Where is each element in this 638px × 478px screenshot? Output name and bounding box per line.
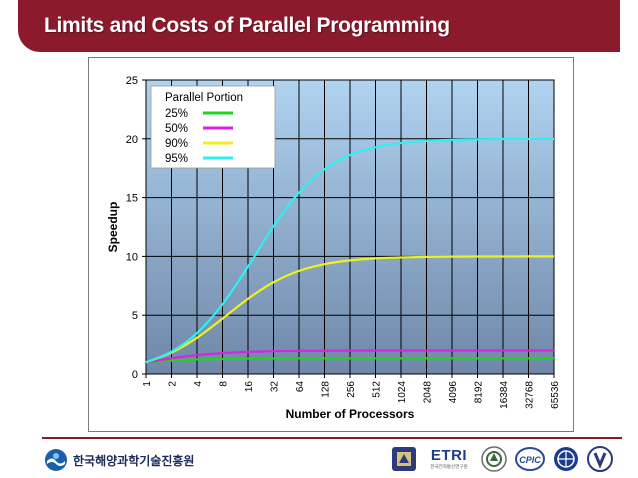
- series-line-90pct: [145, 255, 555, 364]
- legend-entry-label: 95%: [165, 153, 188, 165]
- x-tick-label: 2: [168, 381, 179, 387]
- slide-title: Limits and Costs of Parallel Programming: [44, 14, 450, 37]
- x-tick-label: 256: [346, 381, 357, 398]
- x-tick-label: 16: [244, 381, 255, 393]
- y-tick-label: 25: [126, 75, 138, 87]
- chart-frame: 0 5 10 15 20 25 1 2 4 8 16 32 64 128 256 512 1024 2048 409…: [88, 57, 574, 432]
- university-emblem-icon: [481, 446, 507, 472]
- footer-divider: [42, 437, 622, 439]
- etri-logo: ETRI 한국전자통신연구원: [424, 448, 474, 470]
- y-tick-label: 20: [126, 134, 138, 146]
- y-axis-label: Speedup: [106, 202, 120, 253]
- x-tick-label: 512: [372, 381, 383, 398]
- university-seal-icon: [392, 447, 416, 471]
- y-tick-label: 5: [132, 310, 138, 322]
- x-tick-label: 8: [219, 381, 230, 387]
- x-axis-label: Number of Processors: [286, 407, 415, 421]
- series-line-95pct: [145, 137, 555, 364]
- legend-entry-label: 50%: [165, 123, 188, 135]
- series-line-25pct: [145, 357, 554, 364]
- x-tick-label: 2048: [423, 381, 434, 404]
- x-tick-label: 1024: [397, 381, 408, 404]
- x-tick-label: 4096: [448, 381, 459, 404]
- etri-logo-text: ETRI: [430, 447, 468, 464]
- globe-seal-icon: [554, 447, 578, 471]
- y-tick-label: 10: [126, 251, 138, 263]
- x-tick-label: 32: [270, 381, 281, 393]
- partner-logos: ETRI 한국전자통신연구원 CPIC: [390, 444, 614, 474]
- speedup-chart: 0 5 10 15 20 25 1 2 4 8 16 32 64 128 256 512 1024 2048 409…: [106, 75, 561, 421]
- x-tick-label: 128: [321, 381, 332, 398]
- cpic-logo: CPIC: [515, 447, 545, 471]
- legend-title: Parallel Portion: [165, 92, 243, 104]
- legend-entry-label: 90%: [165, 138, 188, 150]
- x-tick-label: 32768: [525, 381, 536, 409]
- series-line-50pct: [145, 349, 554, 364]
- y-tick-label: 15: [126, 193, 138, 205]
- org-emblem-icon: [45, 449, 67, 471]
- footer-org: 한국해양과학기술진흥원: [44, 446, 194, 474]
- org-name: 한국해양과학기술진흥원: [73, 453, 195, 468]
- legend-entry-label: 25%: [165, 108, 188, 120]
- x-tick-label: 8192: [474, 381, 485, 404]
- cpic-logo-text: CPIC: [519, 455, 541, 465]
- slide-header: Limits and Costs of Parallel Programming: [18, 0, 620, 52]
- x-tick-label: 16384: [499, 381, 510, 409]
- y-tick-label: 0: [132, 369, 138, 381]
- x-tick-label: 1: [142, 381, 153, 387]
- x-tick-label: 4: [193, 381, 204, 387]
- etri-logo-subtext: 한국전자통신연구원: [430, 464, 468, 469]
- shield-emblem-icon: [587, 446, 613, 472]
- x-tick-label: 64: [295, 381, 306, 393]
- x-tick-label: 65536: [550, 381, 561, 409]
